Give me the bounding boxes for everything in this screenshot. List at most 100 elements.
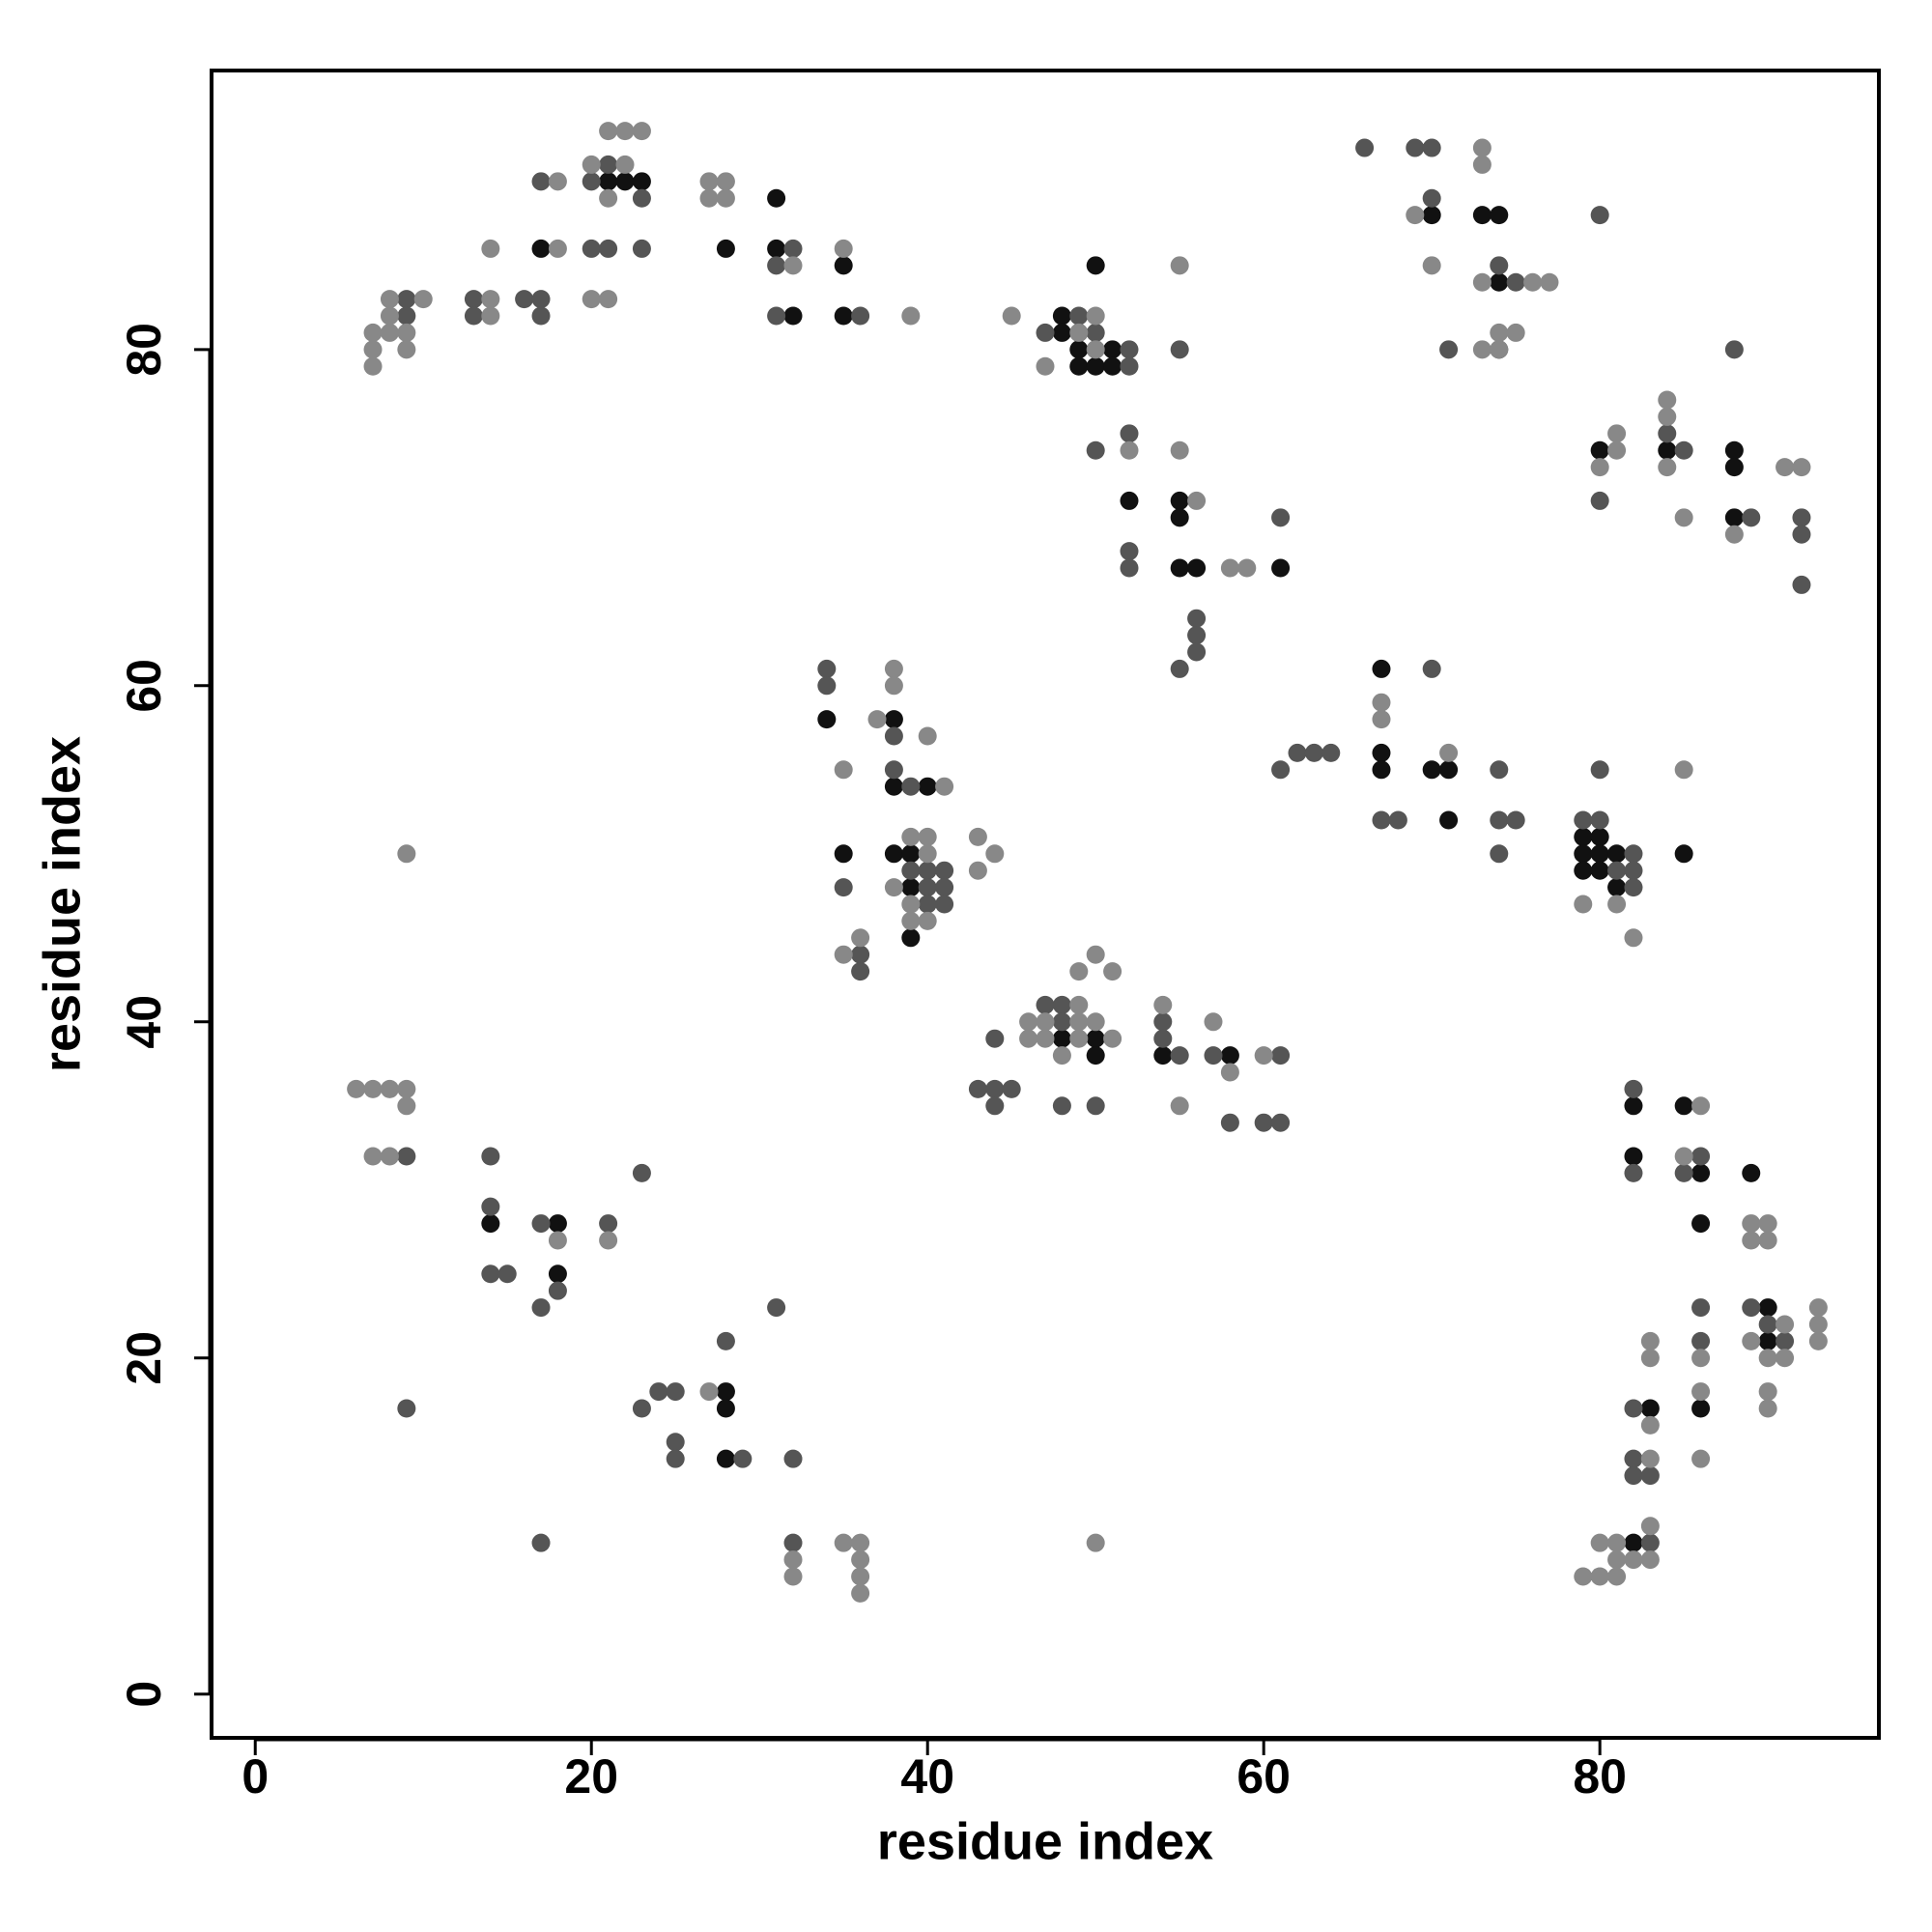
point	[1170, 340, 1189, 359]
point	[1422, 659, 1441, 678]
point	[1153, 1029, 1173, 1048]
point	[1490, 256, 1509, 275]
point	[1674, 508, 1693, 527]
point	[1792, 525, 1811, 544]
point	[1758, 1231, 1777, 1250]
point	[632, 239, 651, 258]
point	[1574, 810, 1593, 830]
point	[531, 1533, 551, 1552]
point	[1674, 440, 1693, 460]
point	[347, 1079, 366, 1098]
point	[817, 710, 837, 729]
point	[918, 777, 937, 796]
point	[1170, 659, 1189, 678]
point	[716, 172, 735, 191]
point	[1422, 206, 1441, 225]
point	[817, 676, 837, 696]
point	[1237, 558, 1257, 578]
point	[1742, 1163, 1761, 1182]
point	[1624, 861, 1643, 880]
point	[1086, 1029, 1105, 1048]
point	[851, 1533, 870, 1552]
point	[397, 340, 416, 359]
point	[615, 172, 635, 191]
point	[464, 306, 483, 326]
point	[599, 122, 618, 141]
point	[1640, 1517, 1660, 1536]
x-tick-label: 0	[242, 1749, 269, 1804]
point	[901, 844, 921, 864]
point	[1052, 995, 1071, 1014]
point	[548, 1281, 567, 1300]
point	[1187, 609, 1207, 628]
point	[783, 306, 803, 326]
point	[884, 710, 903, 729]
point	[817, 659, 837, 678]
point	[548, 1264, 567, 1284]
point	[1388, 810, 1407, 830]
point	[481, 290, 500, 309]
point	[599, 290, 618, 309]
point	[531, 1214, 551, 1234]
point	[1506, 323, 1525, 342]
point	[1036, 1029, 1055, 1048]
point	[1490, 272, 1509, 292]
plot-frame	[210, 69, 1881, 1740]
point	[1069, 1029, 1089, 1048]
point	[985, 844, 1005, 864]
point	[1758, 1382, 1777, 1402]
point	[1220, 558, 1239, 578]
point	[1792, 575, 1811, 594]
point	[1691, 1331, 1711, 1350]
point	[1220, 1063, 1239, 1082]
point	[834, 760, 853, 780]
point	[1590, 810, 1609, 830]
point	[1624, 1533, 1643, 1552]
point	[599, 1231, 618, 1250]
point	[985, 1079, 1005, 1098]
point	[1406, 206, 1425, 225]
point	[1422, 760, 1441, 780]
point	[851, 962, 870, 981]
y-tick-label: 0	[117, 1681, 171, 1708]
point	[1086, 440, 1105, 460]
x-tick-label: 60	[1236, 1749, 1291, 1804]
point	[1254, 1113, 1273, 1132]
point	[1607, 861, 1627, 880]
point	[1624, 1096, 1643, 1116]
point	[1120, 424, 1139, 443]
point	[1170, 440, 1189, 460]
point	[632, 1399, 651, 1418]
point	[716, 1382, 735, 1402]
point	[1355, 138, 1375, 157]
point	[1658, 440, 1677, 460]
point	[1674, 1096, 1693, 1116]
point	[733, 1449, 753, 1468]
point	[1069, 356, 1089, 376]
point	[363, 340, 383, 359]
point	[531, 239, 551, 258]
point	[481, 239, 500, 258]
point	[380, 1147, 399, 1166]
point	[901, 928, 921, 948]
point	[783, 256, 803, 275]
point	[935, 895, 954, 914]
point	[497, 1264, 517, 1284]
point	[615, 155, 635, 174]
point	[1372, 710, 1391, 729]
point	[1472, 155, 1492, 174]
point	[481, 306, 500, 326]
point	[1422, 188, 1441, 208]
point	[632, 172, 651, 191]
point	[985, 1029, 1005, 1048]
point	[481, 1147, 500, 1166]
point	[716, 1399, 735, 1418]
point	[1574, 861, 1593, 880]
point	[397, 306, 416, 326]
point	[1624, 1079, 1643, 1098]
point	[397, 1399, 416, 1418]
point	[1724, 458, 1744, 477]
point	[1574, 844, 1593, 864]
point	[985, 1096, 1005, 1116]
point	[1742, 1231, 1761, 1250]
